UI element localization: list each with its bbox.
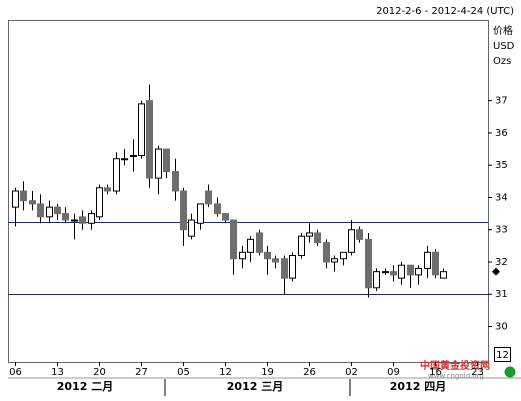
month-label: 2012 四月 bbox=[390, 380, 446, 393]
y-tick-label: 35 bbox=[495, 160, 508, 171]
month-label: 2012 三月 bbox=[227, 380, 283, 393]
candle-body bbox=[155, 148, 162, 179]
x-tick-label: 23 bbox=[471, 367, 484, 378]
x-tick-label: 20 bbox=[93, 367, 106, 378]
candle-body bbox=[46, 206, 53, 218]
candle-body bbox=[440, 271, 447, 279]
y-tick-label: 34 bbox=[495, 192, 508, 203]
x-tick-label: 02 bbox=[345, 367, 358, 378]
candle-body bbox=[188, 219, 195, 237]
candle-body bbox=[214, 203, 221, 215]
candle-body bbox=[373, 271, 380, 289]
candle-body bbox=[272, 258, 279, 263]
x-tick-label: 12 bbox=[219, 367, 232, 378]
candle-body bbox=[247, 238, 254, 253]
candle-body bbox=[340, 251, 347, 260]
candle-body bbox=[323, 242, 330, 263]
candle-body bbox=[239, 251, 246, 260]
candle-body bbox=[104, 187, 111, 192]
x-tick-label: 16 bbox=[429, 367, 442, 378]
candle-body bbox=[222, 213, 229, 221]
candle-body bbox=[415, 267, 422, 276]
y-tick-label: 31 bbox=[495, 289, 508, 300]
status-dot bbox=[504, 366, 516, 378]
y-tick-label: 32 bbox=[495, 257, 508, 268]
candle-body bbox=[331, 258, 338, 263]
y-tick-label: 37 bbox=[495, 96, 508, 107]
x-tick-label: 05 bbox=[177, 367, 190, 378]
candle-body bbox=[180, 190, 187, 231]
candle-body bbox=[432, 251, 439, 276]
x-tick-label: 06 bbox=[9, 367, 22, 378]
candle-body bbox=[407, 264, 414, 276]
watermark: 中国黄金投资网 bbox=[420, 359, 490, 372]
candle-body bbox=[230, 219, 237, 260]
candle-body bbox=[356, 229, 363, 240]
candle-body bbox=[37, 203, 44, 218]
candle-body bbox=[197, 203, 204, 224]
axis-label: Ozs bbox=[493, 56, 511, 67]
x-tick-label: 19 bbox=[261, 367, 274, 378]
plot-frame bbox=[8, 20, 489, 363]
candle-body bbox=[205, 190, 212, 205]
x-tick-label: 27 bbox=[135, 367, 148, 378]
axis-label: USD bbox=[493, 41, 515, 52]
candle-body bbox=[298, 235, 305, 257]
candle-body bbox=[62, 213, 69, 221]
watermark-url: www.cngold.org bbox=[428, 372, 484, 380]
x-tick-label: 13 bbox=[51, 367, 64, 378]
candle-body bbox=[289, 255, 296, 279]
y-tick-label: 33 bbox=[495, 225, 508, 236]
candle-body bbox=[163, 148, 170, 173]
candle-body bbox=[314, 232, 321, 244]
candle-body bbox=[424, 251, 431, 269]
candle-body bbox=[113, 158, 120, 192]
candle-body bbox=[264, 251, 271, 260]
candle-body bbox=[306, 232, 313, 237]
y-tick-label: 36 bbox=[495, 128, 508, 139]
candle-body bbox=[88, 213, 95, 224]
candle-body bbox=[29, 200, 36, 205]
candle-body bbox=[20, 190, 27, 202]
candle-body bbox=[390, 271, 397, 276]
last-price-marker bbox=[492, 267, 500, 276]
candle-body bbox=[130, 155, 137, 158]
axis-label: 价格 bbox=[493, 24, 513, 37]
header: 2012-2-6 - 2012-4-24 (UTC) bbox=[376, 6, 514, 17]
month-label: 2012 二月 bbox=[57, 380, 113, 393]
candle-body bbox=[12, 190, 19, 208]
candle-body bbox=[365, 238, 372, 289]
candle-body bbox=[138, 103, 145, 157]
candle-body bbox=[54, 206, 61, 215]
candle-body bbox=[348, 229, 355, 253]
y-tick-label: 30 bbox=[495, 322, 508, 333]
candle-body bbox=[146, 100, 153, 179]
axis-button-label[interactable]: 12 bbox=[496, 350, 509, 361]
x-tick-label: 26 bbox=[303, 367, 316, 378]
candle-body bbox=[71, 219, 78, 222]
candle-body bbox=[79, 216, 86, 224]
candle-body bbox=[281, 258, 288, 279]
candle-body bbox=[256, 232, 263, 253]
x-tick-label: 09 bbox=[387, 367, 400, 378]
candle-body bbox=[172, 171, 179, 192]
candle-body bbox=[96, 187, 103, 218]
candle-body bbox=[398, 264, 405, 279]
candle-body bbox=[121, 158, 128, 161]
candle-body bbox=[382, 271, 389, 274]
axis-button[interactable] bbox=[494, 347, 511, 362]
